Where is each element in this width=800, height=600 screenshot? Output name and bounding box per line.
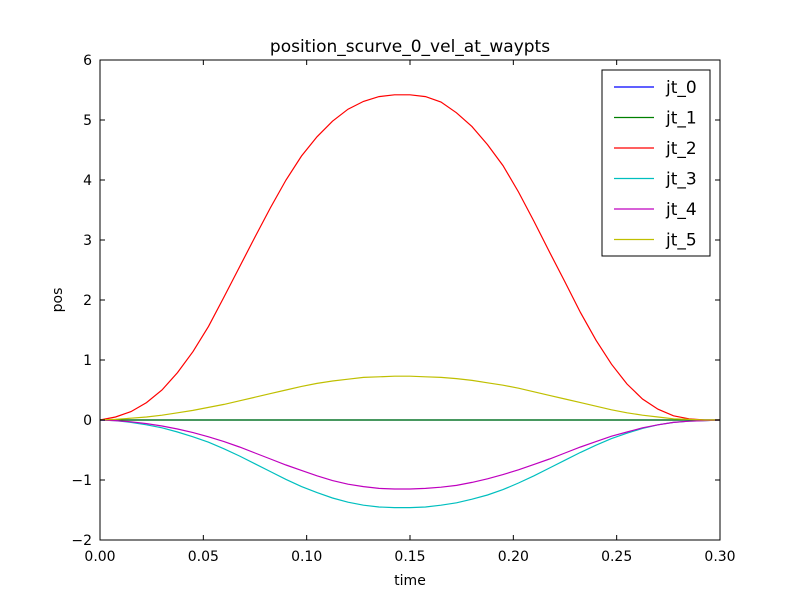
legend-label-jt-1: jt_1	[665, 109, 697, 129]
legend-box	[601, 69, 711, 257]
y-axis-label: pos	[50, 288, 66, 313]
series-line-jt-3	[99, 419, 721, 509]
y-tick-label: −1	[71, 473, 92, 489]
x-tick-label: 0.00	[84, 549, 115, 565]
y-tick-label: −2	[71, 533, 92, 549]
series-line-jt-2	[99, 94, 720, 421]
axis-ticks: 0.00 0.05 0.10 0.15 0.20 0.25 0.30 −2 −1 0 1 2 3 4 5 6	[71, 53, 735, 565]
y-tick-label: 5	[83, 113, 92, 129]
x-tick-label: 0.05	[188, 549, 219, 565]
x-tick-label: 0.30	[704, 549, 735, 565]
plot-lines	[99, 94, 721, 509]
y-tick-label: 0	[83, 413, 92, 429]
y-tick-label: 1	[83, 353, 92, 369]
x-tick-label: 0.25	[601, 549, 632, 565]
series-line-jt-5	[99, 375, 720, 421]
y-tick-label: 4	[83, 173, 92, 189]
y-tick-label: 6	[83, 53, 92, 69]
x-tick-label: 0.15	[394, 549, 425, 565]
x-tick-label: 0.10	[291, 549, 322, 565]
y-tick-label: 2	[83, 293, 92, 309]
x-axis-label: time	[394, 573, 426, 589]
series-line-jt-4	[99, 419, 721, 490]
legend-label-jt-3: jt_3	[665, 170, 697, 190]
legend-label-jt-2: jt_2	[665, 139, 697, 159]
legend: jt_0 jt_1 jt_2 jt_3 jt_4 jt_5	[601, 69, 711, 257]
legend-label-jt-5: jt_5	[665, 231, 697, 251]
x-tick-label: 0.20	[498, 549, 529, 565]
legend-label-jt-4: jt_4	[665, 200, 697, 220]
y-tick-label: 3	[83, 233, 92, 249]
legend-label-jt-0: jt_0	[665, 78, 697, 98]
chart-title: position_scurve_0_vel_at_waypts	[270, 37, 550, 57]
